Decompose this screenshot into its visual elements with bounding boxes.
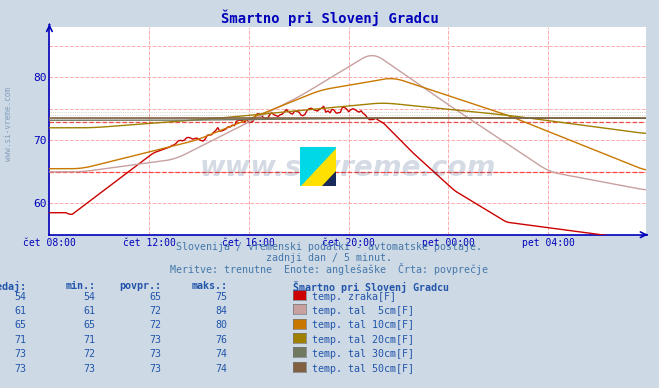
Text: 75: 75 [215, 292, 227, 302]
Text: temp. tal  5cm[F]: temp. tal 5cm[F] [312, 306, 414, 316]
Text: 54: 54 [84, 292, 96, 302]
Text: 65: 65 [84, 320, 96, 331]
Polygon shape [300, 147, 336, 186]
Text: Meritve: trenutne  Enote: anglešaške  Črta: povprečje: Meritve: trenutne Enote: anglešaške Črta… [171, 263, 488, 275]
Text: 65: 65 [150, 292, 161, 302]
Text: 73: 73 [150, 349, 161, 359]
Text: zadnji dan / 5 minut.: zadnji dan / 5 minut. [266, 253, 393, 263]
Text: 73: 73 [150, 364, 161, 374]
Polygon shape [322, 171, 336, 186]
Text: Šmartno pri Slovenj Gradcu: Šmartno pri Slovenj Gradcu [293, 281, 449, 293]
Text: 73: 73 [14, 364, 26, 374]
Text: 72: 72 [150, 320, 161, 331]
Text: temp. tal 30cm[F]: temp. tal 30cm[F] [312, 349, 414, 359]
Text: 76: 76 [215, 335, 227, 345]
Text: www.si-vreme.com: www.si-vreme.com [4, 87, 13, 161]
Text: 80: 80 [215, 320, 227, 331]
Text: min.:: min.: [65, 281, 96, 291]
Text: www.si-vreme.com: www.si-vreme.com [200, 154, 496, 182]
Text: 74: 74 [215, 349, 227, 359]
Text: maks.:: maks.: [191, 281, 227, 291]
Text: 65: 65 [14, 320, 26, 331]
Text: 71: 71 [84, 335, 96, 345]
Text: 72: 72 [150, 306, 161, 316]
Text: 72: 72 [84, 349, 96, 359]
Text: 74: 74 [215, 364, 227, 374]
Text: 61: 61 [14, 306, 26, 316]
Text: 73: 73 [84, 364, 96, 374]
Text: temp. tal 10cm[F]: temp. tal 10cm[F] [312, 320, 414, 331]
Text: 73: 73 [150, 335, 161, 345]
Text: 54: 54 [14, 292, 26, 302]
Text: 61: 61 [84, 306, 96, 316]
Text: sedaj:: sedaj: [0, 281, 26, 292]
Text: temp. tal 20cm[F]: temp. tal 20cm[F] [312, 335, 414, 345]
Text: temp. tal 50cm[F]: temp. tal 50cm[F] [312, 364, 414, 374]
Text: 73: 73 [14, 349, 26, 359]
Text: Slovenija / vremenski podatki - avtomatske postaje.: Slovenija / vremenski podatki - avtomats… [177, 242, 482, 253]
Text: 71: 71 [14, 335, 26, 345]
Text: Šmartno pri Slovenj Gradcu: Šmartno pri Slovenj Gradcu [221, 10, 438, 26]
Text: 84: 84 [215, 306, 227, 316]
Text: povpr.:: povpr.: [119, 281, 161, 291]
Text: temp. zraka[F]: temp. zraka[F] [312, 292, 395, 302]
Polygon shape [300, 147, 336, 186]
